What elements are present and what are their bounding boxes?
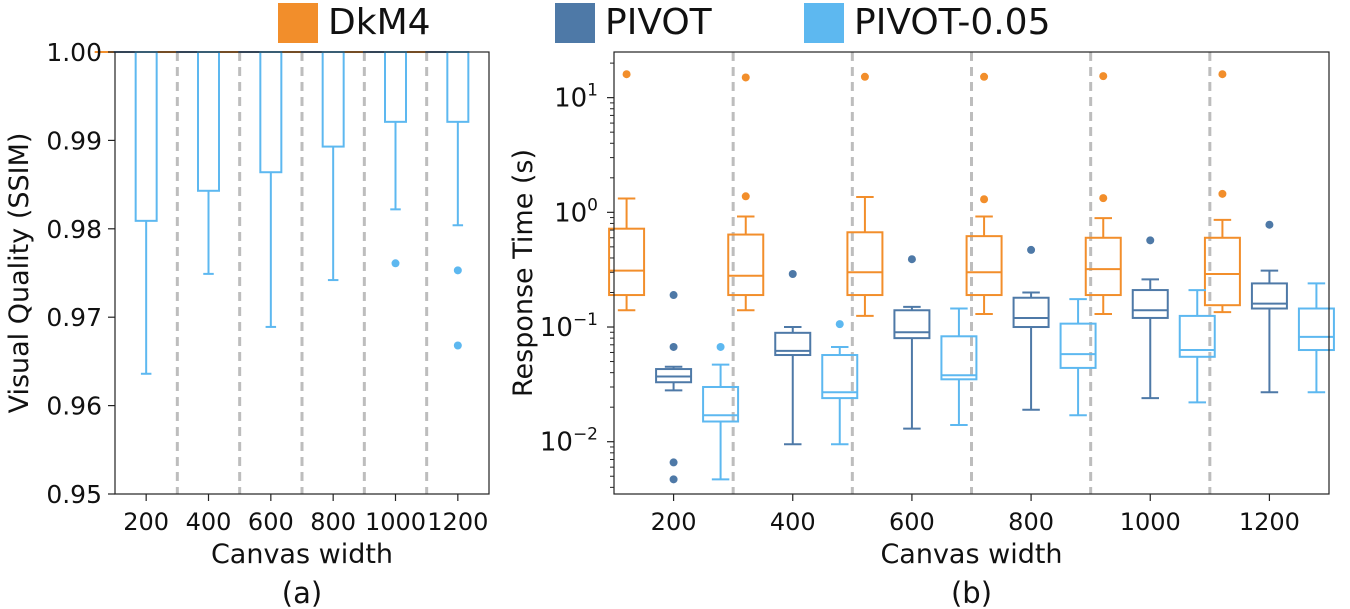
plot-frame [613, 51, 1330, 495]
outlier-point [669, 342, 678, 351]
y-tick-label: 10−1 [540, 310, 598, 343]
box [1084, 236, 1122, 297]
legend-swatch-pivot-005 [804, 3, 844, 43]
box [774, 331, 812, 357]
y-tick-label: 0.98 [46, 215, 102, 244]
legend-swatch-pivot [555, 3, 595, 43]
series-pivot [655, 220, 1288, 484]
x-tick-label: 800 [310, 508, 356, 536]
box [384, 51, 407, 123]
box [197, 51, 220, 192]
outlier-point [1146, 236, 1155, 245]
box [259, 51, 283, 174]
box [608, 227, 646, 297]
box [1178, 314, 1216, 358]
box [321, 51, 345, 148]
outlier-point [1099, 72, 1108, 81]
outlier-point [1218, 189, 1227, 198]
outlier-point [741, 192, 750, 201]
plot-frame [114, 51, 490, 495]
outlier-point [1265, 220, 1274, 229]
box [727, 233, 765, 297]
box [1297, 307, 1335, 352]
x-axis-label: Canvas width [880, 539, 1062, 570]
box [702, 385, 740, 423]
x-tick-label: 200 [651, 508, 697, 536]
legend-item-dkm4: DkM4 [278, 1, 431, 45]
y-axis-label: Visual Quality (SSIM) [4, 133, 35, 414]
y-tick-label: 0.99 [46, 126, 102, 155]
box [446, 51, 470, 123]
x-tick-label: 200 [123, 508, 169, 536]
series-pivot-0-05 [702, 282, 1335, 481]
box [893, 309, 931, 340]
outlier-point [835, 320, 844, 329]
legend-item-pivot: PIVOT [555, 1, 712, 45]
box [134, 51, 158, 222]
legend-item-pivot-005: PIVOT-0.05 [804, 1, 1051, 45]
box [1250, 282, 1288, 310]
outlier-point [669, 291, 678, 300]
box [821, 354, 859, 400]
outlier-point [716, 342, 725, 351]
outlier-point [907, 255, 916, 264]
x-tick-label: 1200 [427, 508, 488, 536]
x-axis-label: Canvas width [211, 539, 393, 570]
legend-label-pivot: PIVOT [605, 2, 712, 43]
outlier-point [1218, 70, 1227, 79]
y-tick-label: 101 [554, 81, 598, 114]
x-tick-label: 800 [1008, 508, 1054, 536]
box [1059, 322, 1097, 369]
legend-swatch-dkm4 [278, 3, 318, 43]
x-tick-label: 400 [770, 508, 816, 536]
outlier-point [788, 269, 797, 278]
panel-label: (a) [282, 576, 322, 609]
outlier-point [453, 341, 462, 350]
y-tick-label: 0.97 [46, 303, 102, 332]
box [846, 231, 884, 297]
outlier-point [741, 73, 750, 82]
y-tick-label: 0.95 [46, 480, 102, 509]
legend-label-pivot-005: PIVOT-0.05 [854, 2, 1051, 43]
chart-panel-a: 0.95 0.96 0.97 0.98 0.99 1.00 200 400 600 800 1000… [4, 38, 490, 609]
y-tick-label: 100 [554, 195, 598, 228]
outlier-point [622, 70, 631, 79]
box [965, 235, 1003, 297]
outlier-point [391, 259, 400, 268]
outlier-point [980, 195, 989, 204]
box [940, 335, 978, 381]
x-tick-label: 1000 [1120, 508, 1181, 536]
legend-label-dkm4: DkM4 [328, 2, 431, 43]
chart-panel-b: 10−2 10−1 100 101 200 400 600 800 1000 1200 Canvas… [508, 51, 1335, 609]
box [1012, 296, 1050, 329]
outlier-point [860, 72, 869, 81]
series-dkm4 [608, 70, 1241, 317]
x-tick-label: 600 [248, 508, 294, 536]
outlier-point [1099, 194, 1108, 203]
x-tick-label: 1000 [365, 508, 426, 536]
outlier-point [453, 266, 462, 275]
panel-label: (b) [951, 576, 992, 609]
x-tick-label: 1200 [1239, 508, 1300, 536]
y-tick-label: 1.00 [46, 38, 102, 67]
outlier-point [980, 72, 989, 81]
outlier-point [669, 458, 678, 467]
x-tick-label: 400 [186, 508, 232, 536]
outlier-point [1027, 245, 1036, 254]
y-tick-label: 10−2 [540, 425, 598, 458]
box [1131, 289, 1169, 319]
outlier-point [669, 475, 678, 484]
y-tick-label: 0.96 [46, 392, 102, 421]
x-tick-label: 600 [889, 508, 935, 536]
box [1203, 236, 1241, 307]
y-axis-label: Response Time (s) [508, 149, 539, 397]
